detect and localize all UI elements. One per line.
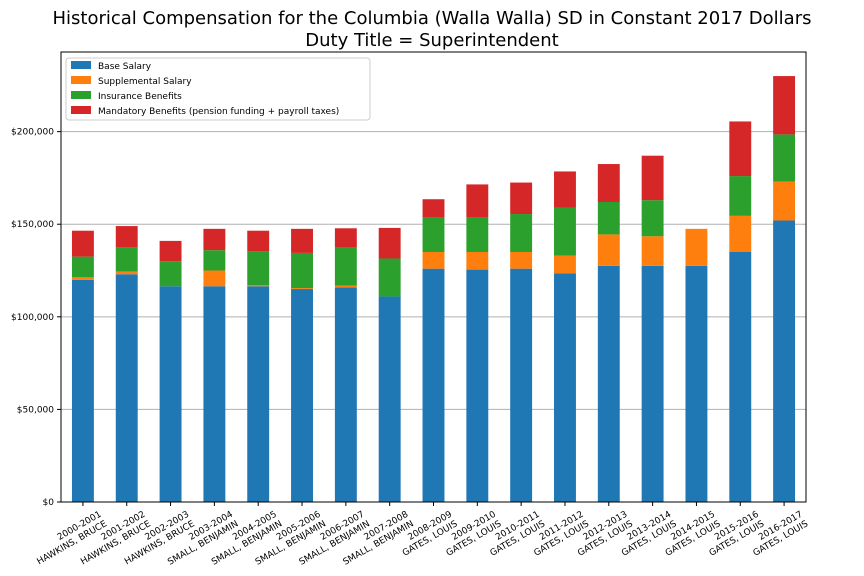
bar-segment-insurance bbox=[773, 134, 796, 182]
bar-segment-insurance bbox=[159, 261, 182, 287]
bar-segment-insurance bbox=[291, 252, 313, 289]
legend-label: Supplemental Salary bbox=[98, 77, 192, 87]
bar-segment-base bbox=[422, 268, 445, 502]
legend-box bbox=[65, 57, 371, 121]
bar-segment-supplemental bbox=[71, 277, 94, 280]
bar-segment-base bbox=[247, 286, 270, 502]
bar-segment-supplemental bbox=[291, 288, 313, 290]
bar-segment-base bbox=[334, 287, 357, 502]
bar-segment-supplemental bbox=[729, 215, 752, 252]
bar-segment-base bbox=[510, 268, 533, 502]
bar-segment-base bbox=[71, 279, 94, 502]
bar-segment-base bbox=[641, 265, 664, 502]
bar-segment-supplemental bbox=[554, 255, 576, 274]
legend-label: Mandatory Benefits (pension funding + pa… bbox=[98, 107, 339, 117]
bar-segment-insurance bbox=[115, 247, 138, 272]
y-tick-label: $50,000 bbox=[17, 405, 54, 415]
bar-segment-insurance bbox=[203, 250, 226, 271]
bar-segment-supplemental bbox=[641, 236, 664, 266]
y-tick-label: $0 bbox=[43, 498, 55, 508]
legend: Base Salary Supplemental Salary Insurance … bbox=[65, 57, 371, 121]
legend-swatch bbox=[71, 76, 91, 84]
bar-segment-insurance bbox=[641, 200, 664, 237]
bar-segment-base bbox=[773, 220, 796, 502]
bar-segment-base bbox=[291, 289, 313, 502]
bar-segment-base bbox=[466, 269, 489, 502]
bar-segment-insurance bbox=[334, 247, 357, 286]
bar-segment-mandatory bbox=[291, 228, 313, 253]
bar-segment-supplemental bbox=[466, 252, 489, 270]
bar-segment-mandatory bbox=[159, 240, 182, 262]
chart-title: Historical Compensation for the Columbia… bbox=[52, 8, 812, 29]
bar-segment-insurance bbox=[510, 214, 533, 252]
bar-segment-insurance bbox=[71, 256, 94, 277]
bar-segment-mandatory bbox=[203, 228, 226, 251]
bar-segment-supplemental bbox=[203, 270, 226, 287]
bar-segment-insurance bbox=[554, 207, 576, 256]
bar-segment-mandatory bbox=[466, 184, 489, 218]
bar-segment-insurance bbox=[597, 202, 620, 235]
bar-segment-mandatory bbox=[773, 76, 796, 135]
chart-subtitle: Duty Title = Superintendent bbox=[305, 30, 559, 51]
legend-swatch bbox=[71, 106, 91, 114]
bar-segment-mandatory bbox=[334, 228, 357, 248]
legend-label: Insurance Benefits bbox=[98, 92, 182, 102]
bar-segment-supplemental bbox=[685, 228, 708, 266]
bar-segment-insurance bbox=[422, 217, 445, 252]
bar-segment-supplemental bbox=[247, 285, 270, 287]
bar-segment-mandatory bbox=[554, 171, 576, 208]
y-tick-label: $150,000 bbox=[11, 220, 54, 230]
bar-segment-base bbox=[115, 274, 138, 502]
bar-segment-supplemental bbox=[597, 234, 620, 266]
bar-segment-mandatory bbox=[729, 121, 752, 177]
bar-segment-base bbox=[378, 296, 401, 502]
bar-segment-supplemental bbox=[422, 252, 445, 269]
bar-segment-supplemental bbox=[115, 271, 138, 275]
bar-segment-insurance bbox=[466, 217, 489, 252]
bar-segment-base bbox=[159, 286, 182, 502]
bar-segment-mandatory bbox=[641, 155, 664, 201]
chart-title-block: Historical Compensation for the Columbia… bbox=[0, 8, 864, 52]
bar-segment-base bbox=[597, 265, 620, 502]
bar-segment-mandatory bbox=[422, 199, 445, 218]
y-tick-label: $100,000 bbox=[11, 313, 54, 323]
bar-segment-base bbox=[729, 252, 752, 502]
bar-segment-insurance bbox=[729, 176, 752, 216]
legend-label: Base Salary bbox=[98, 62, 152, 72]
bar-segment-base bbox=[203, 286, 226, 502]
bar-segment-base bbox=[554, 273, 576, 502]
bar-segment-mandatory bbox=[247, 230, 270, 252]
bar-segment-insurance bbox=[247, 251, 270, 286]
legend-swatch bbox=[71, 91, 91, 99]
bar-segment-mandatory bbox=[71, 230, 94, 257]
bar-segment-supplemental bbox=[510, 252, 533, 269]
legend-swatch bbox=[71, 61, 91, 69]
bar-segment-mandatory bbox=[115, 226, 138, 248]
y-tick-label: $200,000 bbox=[11, 128, 54, 138]
bar-segment-insurance bbox=[378, 258, 401, 297]
bar-segment-mandatory bbox=[597, 164, 620, 202]
bar-segment-mandatory bbox=[378, 227, 401, 259]
bar-segment-mandatory bbox=[510, 182, 533, 215]
bar-segment-base bbox=[685, 265, 708, 502]
bar-segment-supplemental bbox=[773, 181, 796, 221]
bar-segment-supplemental bbox=[334, 285, 357, 288]
